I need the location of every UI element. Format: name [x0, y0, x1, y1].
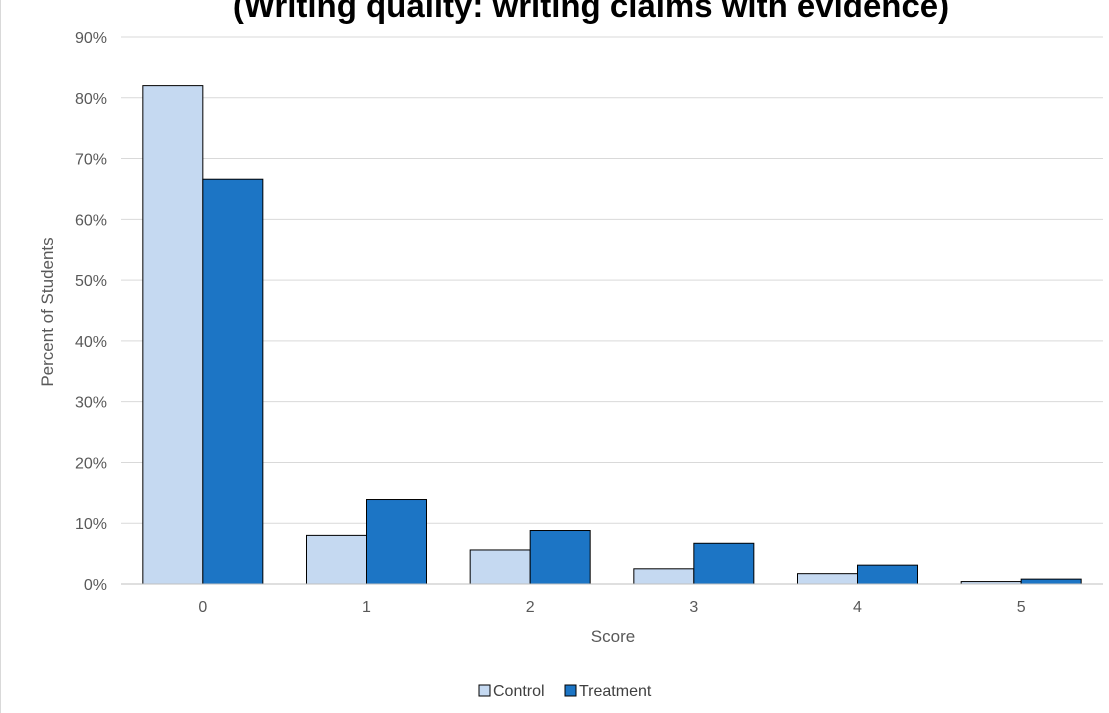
gridlines [121, 36, 1103, 524]
bar-control-4 [797, 573, 858, 585]
legend-swatch-control [478, 684, 491, 697]
y-tick-label: 10% [75, 516, 107, 533]
chart-title: (Writing quality: writing claims with ev… [233, 0, 949, 24]
bar-control-2 [469, 549, 531, 585]
bar-treatment-5 [1020, 578, 1082, 585]
x-axis-label: Score [591, 627, 635, 646]
bars [142, 85, 1082, 585]
axes: 0% 10% 20% 30% 40% 50% 60% 70% 80% 90% 0 1 2 3 4 5 [75, 30, 1103, 616]
y-tick-label: 0% [84, 577, 107, 594]
y-tick-label: 50% [75, 273, 107, 290]
bar-control-1 [306, 534, 367, 585]
bar-treatment-1 [366, 499, 427, 585]
y-tick-label: 80% [75, 91, 107, 108]
legend-label-treatment: Treatment [579, 683, 652, 700]
bar-treatment-4 [857, 564, 918, 585]
legend-swatch-treatment [564, 684, 577, 697]
bar-treatment-2 [529, 530, 591, 585]
bar-control-0 [142, 85, 204, 585]
y-tick-label: 70% [75, 152, 107, 169]
y-tick-label: 90% [75, 30, 107, 47]
legend-label-control: Control [493, 683, 545, 700]
y-tick-label: 20% [75, 455, 107, 472]
x-tick-label: 4 [853, 599, 862, 616]
y-tick-label: 60% [75, 212, 107, 229]
x-tick-label: 3 [689, 599, 698, 616]
x-tick-label: 1 [362, 599, 371, 616]
bar-treatment-3 [693, 542, 755, 585]
bar-treatment-0 [202, 178, 264, 585]
y-tick-label: 30% [75, 395, 107, 412]
bar-control-3 [633, 568, 695, 585]
y-axis-label: Percent of Students [38, 237, 57, 386]
x-tick-label: 2 [526, 599, 535, 616]
legend: Control Treatment [478, 683, 652, 700]
x-tick-label: 5 [1017, 599, 1026, 616]
x-tick-label: 0 [198, 599, 207, 616]
y-tick-label: 40% [75, 334, 107, 351]
